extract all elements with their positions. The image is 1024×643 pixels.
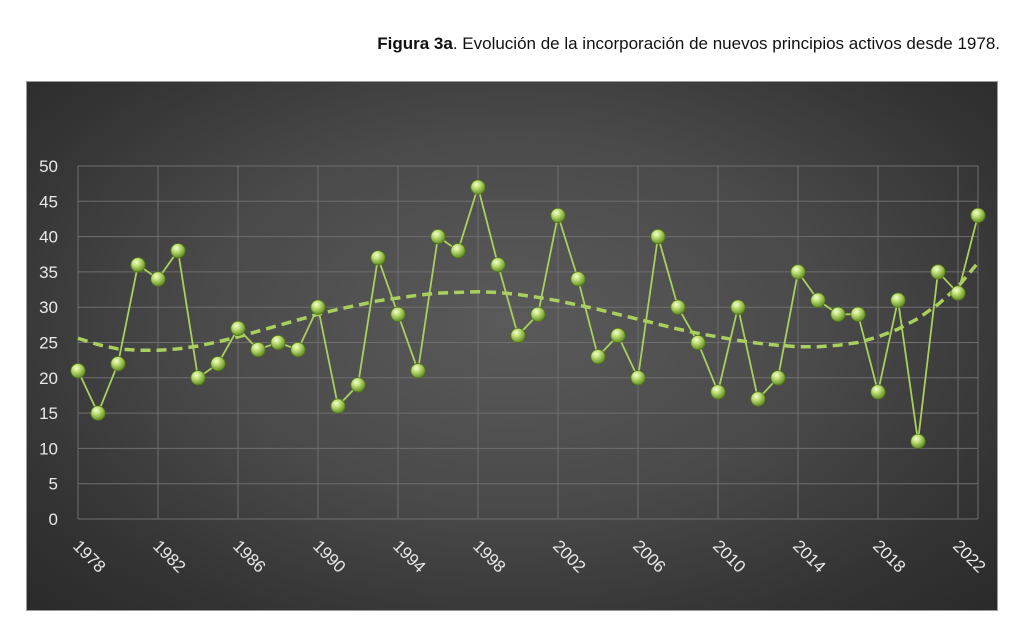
y-tick-label: 20 [39, 369, 58, 388]
data-point [510, 327, 526, 344]
y-tick-label: 50 [39, 157, 58, 176]
data-point [350, 377, 366, 393]
data-point [890, 292, 906, 308]
data-point [970, 207, 986, 224]
data-point [850, 306, 866, 322]
y-tick-label: 5 [49, 475, 58, 494]
y-tick-label: 10 [39, 439, 58, 458]
data-point [650, 229, 666, 245]
data-series [77, 183, 979, 442]
caption-label: Figura 3a [377, 34, 453, 53]
y-axis-ticks: 0 5 10 15 20 25 30 35 40 45 50 [39, 157, 58, 529]
data-point [90, 405, 106, 421]
data-point [170, 243, 186, 259]
y-tick-label: 0 [49, 510, 58, 529]
x-tick-label: 1986 [229, 536, 269, 576]
y-tick-label: 40 [39, 228, 58, 247]
data-point [290, 341, 306, 358]
y-tick-label: 35 [39, 263, 58, 282]
data-point [190, 370, 206, 386]
data-point [210, 356, 226, 372]
grid-lines [77, 165, 979, 520]
data-point [670, 299, 686, 315]
data-point [270, 334, 286, 351]
x-axis-ticks: 1978 1982 1986 1990 1994 1998 2002 2006 2010 2014… [69, 536, 989, 576]
data-point [910, 433, 926, 449]
x-tick-label: 2018 [869, 536, 909, 576]
data-point [770, 370, 786, 386]
figure-caption: Figura 3a. Evolución de la incorporación… [377, 34, 1000, 54]
data-point [830, 306, 846, 322]
x-tick-label: 2022 [949, 536, 989, 576]
data-point [370, 250, 386, 266]
data-point [470, 179, 486, 195]
data-point [690, 334, 706, 351]
data-point [870, 384, 886, 400]
trend-line-path [77, 261, 980, 353]
data-point [810, 292, 826, 308]
data-point [490, 257, 506, 273]
data-point [150, 271, 166, 287]
x-tick-label: 1978 [69, 536, 109, 576]
x-tick-label: 1990 [309, 536, 349, 576]
data-point [130, 257, 146, 273]
x-tick-label: 2014 [789, 536, 829, 576]
x-tick-label: 1982 [149, 536, 189, 576]
data-point [710, 384, 726, 400]
caption-text: . Evolución de la incorporación de nuevo… [452, 34, 1000, 53]
y-tick-label: 45 [39, 192, 58, 211]
data-point [610, 327, 626, 344]
series-line-path [77, 183, 979, 442]
data-point [930, 264, 946, 280]
y-tick-label: 15 [39, 404, 58, 423]
data-point [310, 299, 326, 315]
data-point [950, 285, 966, 301]
x-tick-label: 2010 [709, 536, 749, 576]
data-point [790, 264, 806, 280]
data-point [250, 341, 266, 358]
data-point [410, 363, 426, 379]
data-point [730, 299, 746, 315]
data-point [750, 391, 766, 407]
data-point [450, 243, 466, 259]
data-point [550, 207, 566, 224]
data-point [630, 370, 646, 386]
x-tick-label: 2006 [629, 536, 669, 576]
data-point [390, 306, 406, 322]
data-point [110, 356, 126, 372]
data-point [570, 271, 586, 287]
data-point [430, 229, 446, 245]
data-point [230, 320, 246, 336]
data-point [70, 363, 86, 379]
data-markers [70, 179, 986, 449]
data-point [590, 349, 606, 365]
y-tick-label: 25 [39, 334, 58, 353]
y-tick-label: 30 [39, 298, 58, 317]
data-point [530, 306, 546, 322]
data-point [330, 398, 346, 414]
x-tick-label: 1998 [469, 536, 509, 576]
x-tick-label: 1994 [389, 536, 429, 576]
x-tick-label: 2002 [549, 536, 589, 576]
trend-line [77, 261, 980, 353]
